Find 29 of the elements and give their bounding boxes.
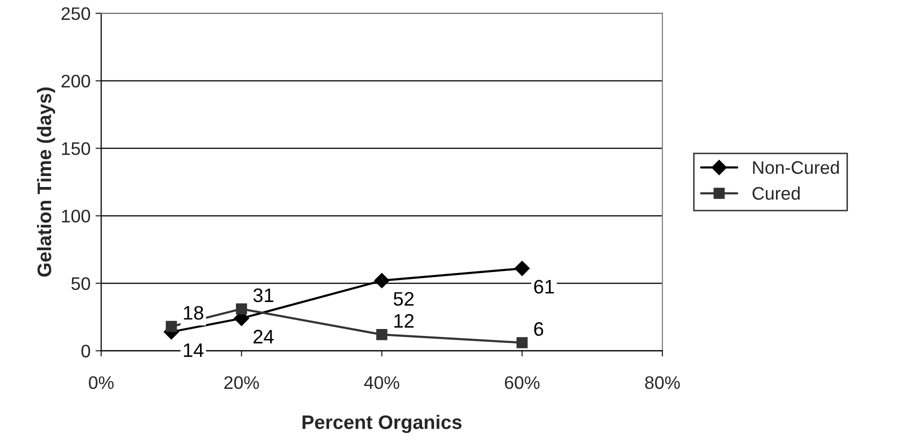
x-axis-title: Percent Organics — [302, 414, 462, 434]
y-tick-label: 50 — [71, 277, 90, 290]
data-label: 14 — [184, 343, 204, 357]
y-tick-label: 150 — [62, 142, 90, 156]
y-axis-title: Gelation Time (days) — [36, 88, 56, 277]
x-tick-label: 0% — [88, 376, 114, 390]
x-tick-label: 60% — [504, 376, 540, 390]
data-label: 24 — [254, 330, 274, 344]
data-label: 52 — [394, 292, 414, 306]
y-tick-label: 250 — [62, 7, 90, 20]
data-label: 31 — [253, 288, 274, 302]
y-tick-label: 200 — [62, 74, 90, 88]
x-tick-label: 40% — [364, 376, 400, 390]
data-label: 6 — [534, 322, 544, 336]
y-tick-label: 100 — [62, 210, 90, 223]
y-tick-label: 0 — [81, 344, 90, 358]
point — [374, 273, 390, 288]
x-tick-label: 20% — [224, 376, 259, 390]
data-label: 18 — [184, 306, 204, 320]
x-tick-label: 80% — [645, 376, 680, 390]
point — [166, 320, 177, 332]
point — [236, 303, 248, 314]
point — [516, 337, 528, 348]
point — [376, 329, 388, 340]
point — [514, 260, 530, 276]
data-label: 61 — [534, 280, 554, 294]
legend-label: Non-Cured — [753, 160, 839, 174]
legend-label: Cured — [752, 186, 800, 200]
data-label: 12 — [394, 314, 414, 328]
